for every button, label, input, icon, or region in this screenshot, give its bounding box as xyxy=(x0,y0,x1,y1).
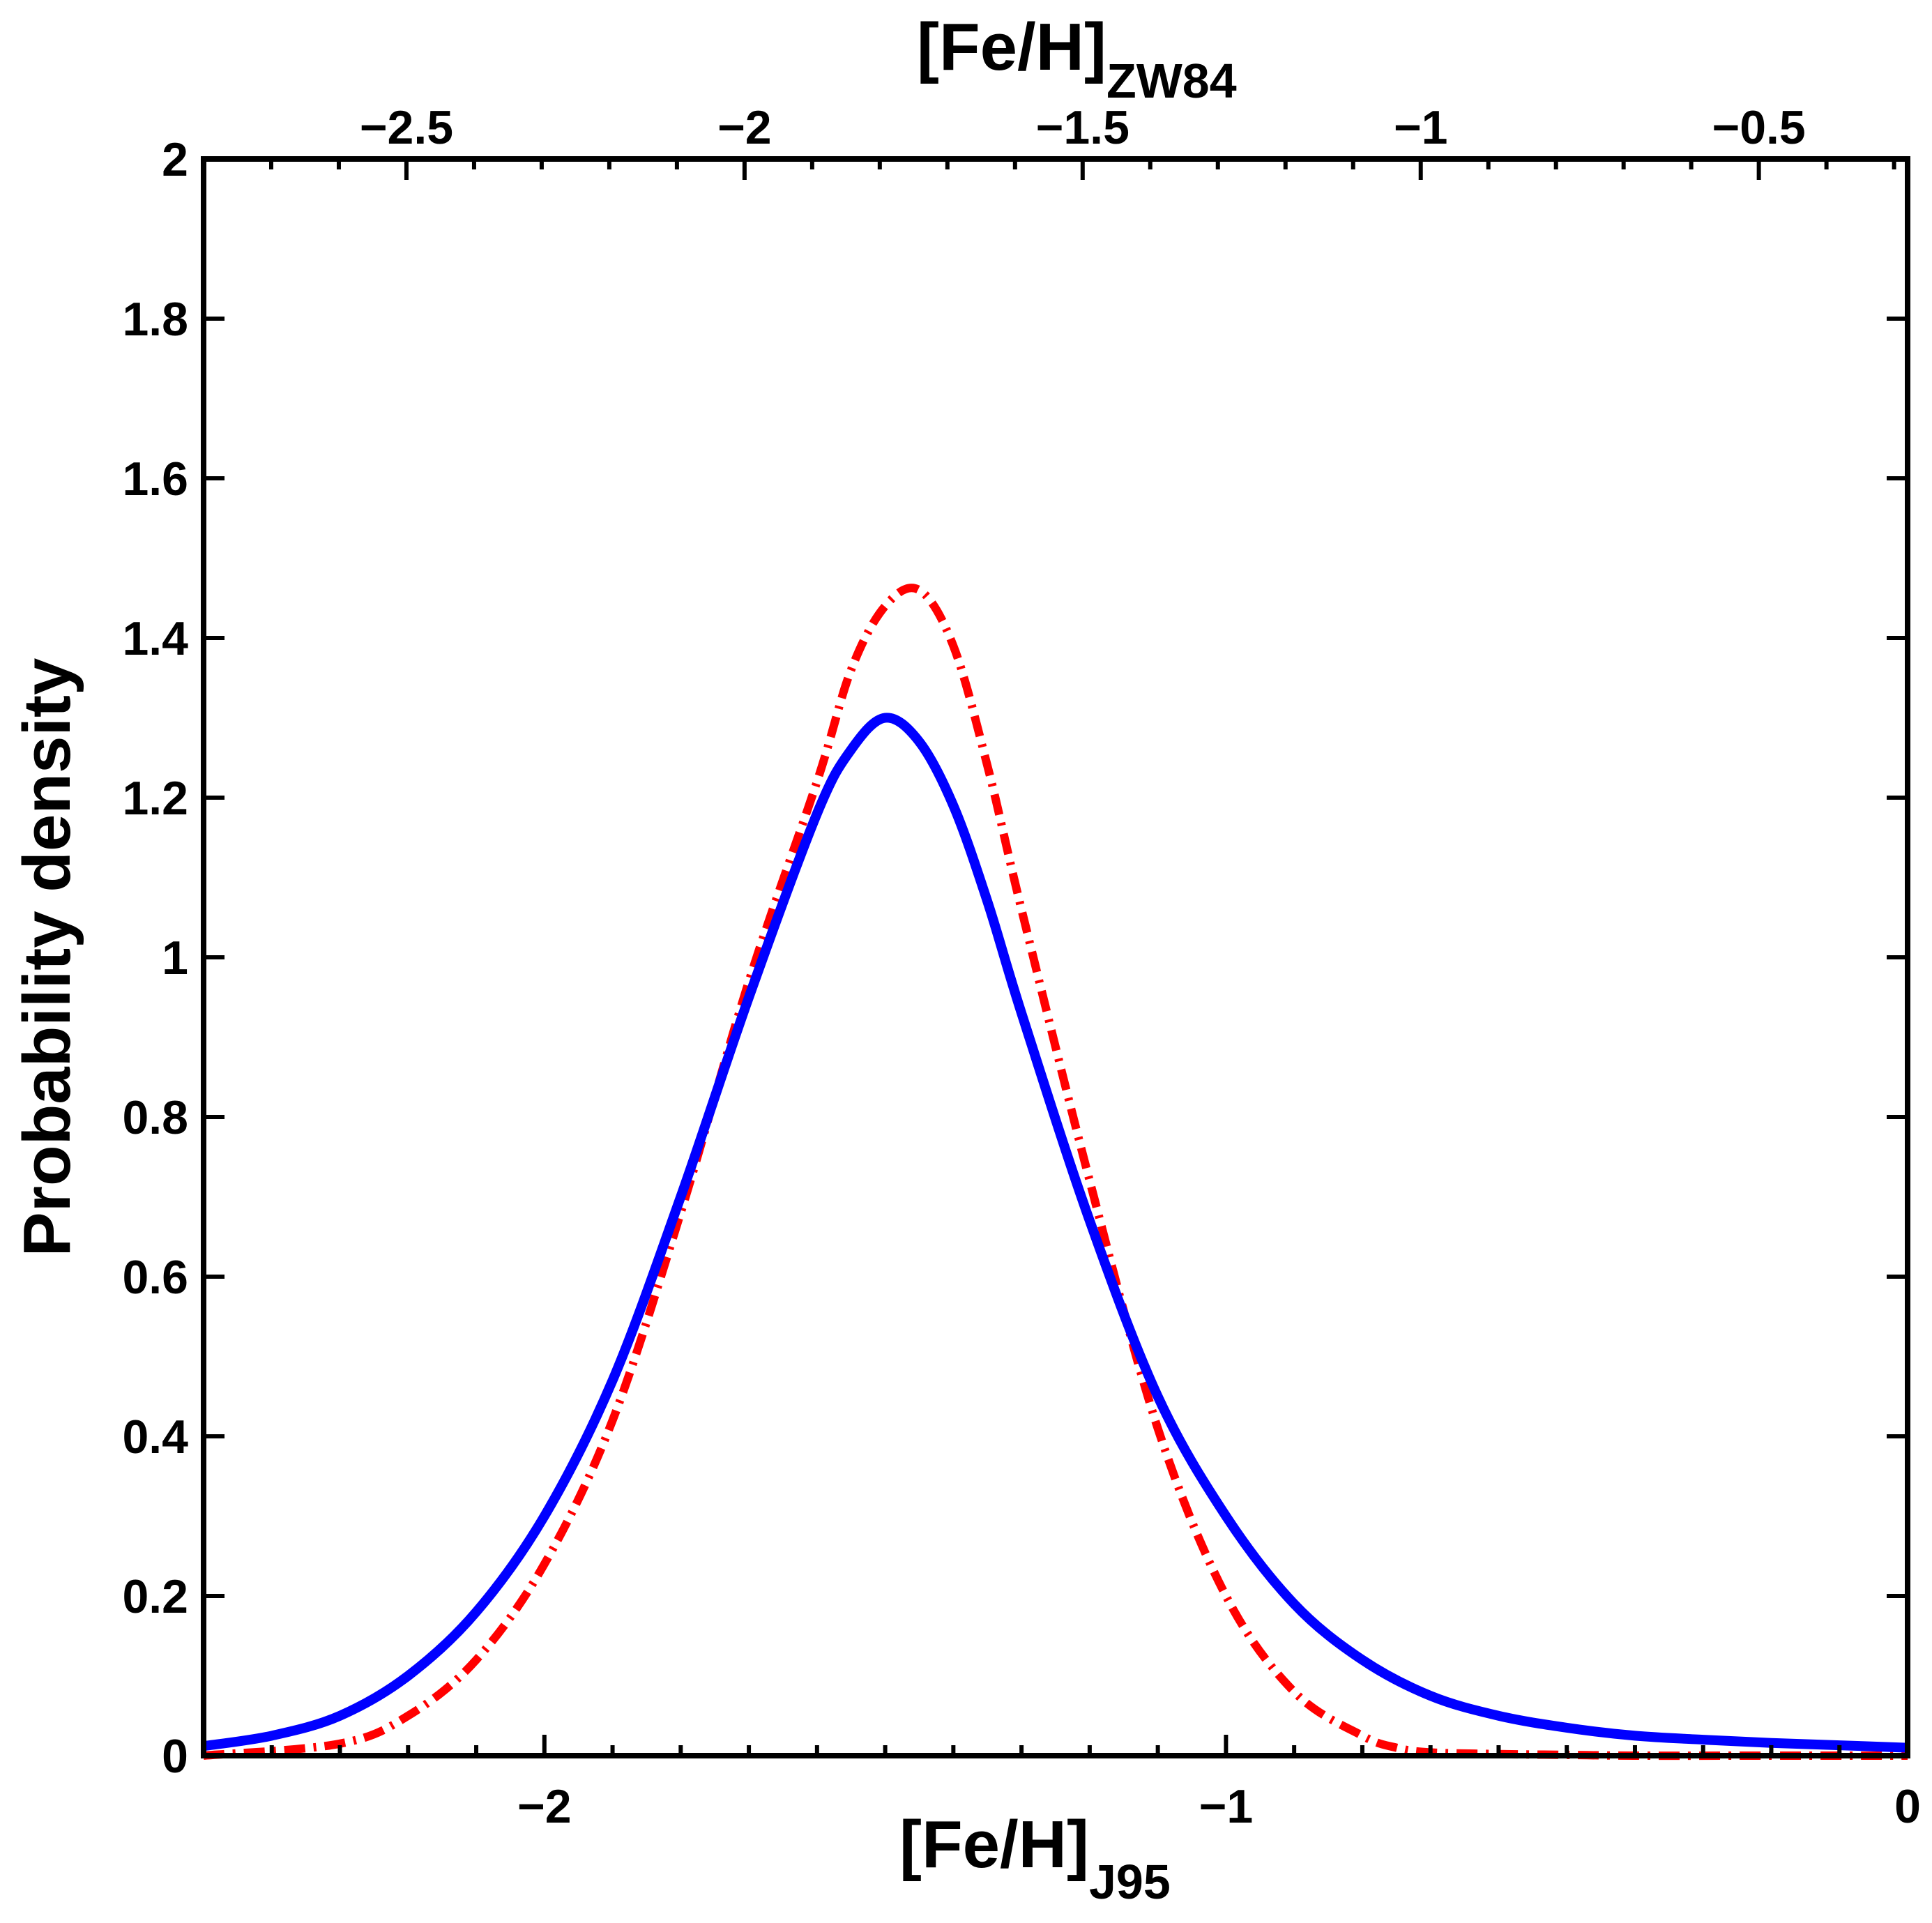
y-tick-label: 2 xyxy=(162,133,188,186)
y-tick-label: 0.6 xyxy=(122,1251,188,1304)
x-axis-title-main: [Fe/H] xyxy=(899,1807,1089,1882)
plot-frame xyxy=(201,156,1910,1758)
tick-labels: 0 0.2 0.4 0.6 0.8 1 1.2 1.4 1.6 1.8 2 −2 −1 0 −2.5 −2 −1… xyxy=(122,101,1920,1833)
y-tick-label: 0 xyxy=(162,1730,188,1783)
x2-axis-title-main: [Fe/H] xyxy=(917,10,1106,84)
x-tick-label: −2 xyxy=(517,1780,572,1833)
series-line-dash-dot xyxy=(203,584,1908,1761)
x2-tick-label: −2.5 xyxy=(360,101,453,154)
y-tick-label: 0.4 xyxy=(122,1411,188,1464)
x2-tick-label: −1.5 xyxy=(1036,101,1129,154)
x-axis-title-sub: J95 xyxy=(1089,1855,1171,1909)
x2-tick-label: −2 xyxy=(717,101,772,154)
x-axis-title: [Fe/H]J95 xyxy=(899,1807,1171,1909)
y-tick-label: 0.8 xyxy=(122,1091,188,1144)
x2-tick-label: −0.5 xyxy=(1712,101,1806,154)
y-tick-label: 0.2 xyxy=(122,1570,188,1623)
x2-axis-title-sub: ZW84 xyxy=(1106,54,1237,108)
y-tick-label: 1.4 xyxy=(122,612,188,665)
x2-tick-label: −1 xyxy=(1394,101,1448,154)
y-tick-label: 1.8 xyxy=(122,293,188,346)
tick-marks xyxy=(201,157,1910,1758)
x2-axis-title: [Fe/H]ZW84 xyxy=(917,10,1237,108)
x-tick-label: −1 xyxy=(1199,1780,1254,1833)
series-line-solid xyxy=(202,713,1908,1753)
y-axis-title: Probability density xyxy=(10,658,84,1257)
y-tick-label: 1.6 xyxy=(122,453,188,506)
x-tick-label: 0 xyxy=(1894,1780,1921,1833)
y-tick-label: 1.2 xyxy=(122,772,188,825)
series-group xyxy=(202,584,1908,1761)
y-tick-label: 1 xyxy=(162,932,188,985)
